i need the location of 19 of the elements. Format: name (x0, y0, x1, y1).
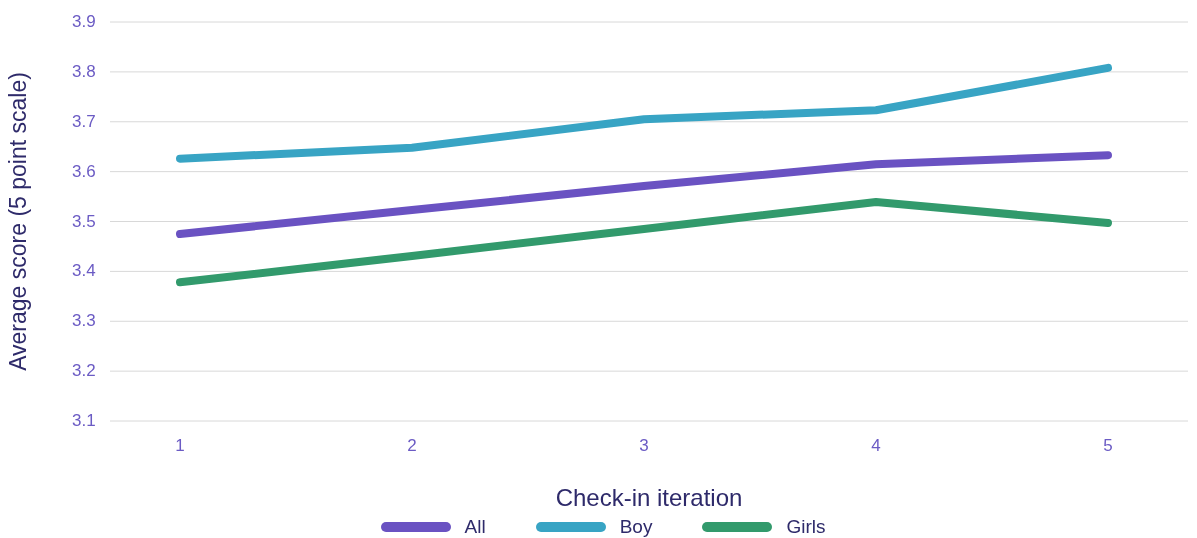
y-tick-label: 3.4 (72, 261, 96, 281)
x-tick-label: 2 (407, 436, 417, 455)
y-tick-label: 3.6 (72, 161, 96, 181)
x-tick-label: 3 (639, 436, 649, 455)
x-tick-label: 1 (175, 436, 185, 455)
y-tick-label: 3.2 (72, 361, 96, 381)
legend-label: Boy (618, 516, 653, 538)
y-tick-label: 3.3 (72, 311, 96, 331)
x-axis-title: Check-in iteration (555, 484, 743, 511)
x-tick-label: 4 (871, 436, 881, 455)
x-tick-label: 5 (1103, 436, 1113, 455)
y-tick-label: 3.5 (72, 211, 96, 231)
y-tick-label: 3.7 (72, 111, 96, 131)
legend-label: Girls (785, 516, 826, 538)
legend-label: All (463, 516, 486, 538)
y-tick-label: 3.9 (72, 12, 96, 31)
y-axis-title: Average score (5 point scale) (5, 72, 32, 371)
y-tick-label: 3.1 (72, 411, 96, 430)
y-tick-label: 3.8 (72, 61, 96, 81)
